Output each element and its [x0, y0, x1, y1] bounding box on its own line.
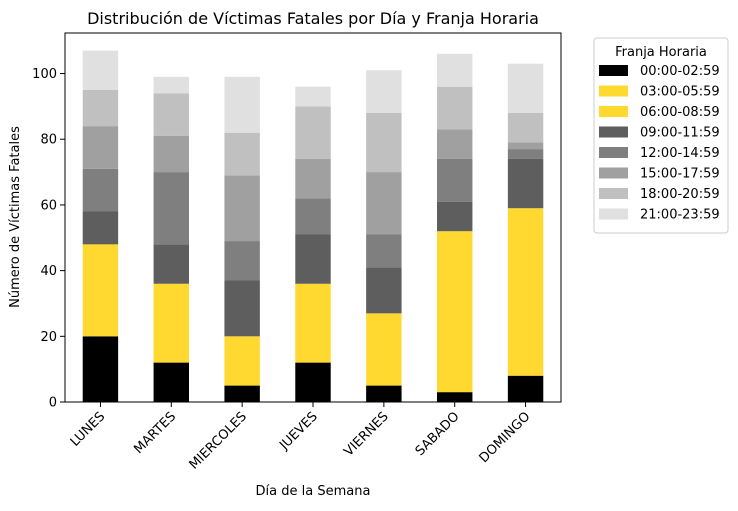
x-axis: LUNES MARTES MIERCOLES JUEVES VIERNES SABADO D…	[68, 402, 534, 473]
x-tick-label: MIERCOLES	[187, 409, 250, 472]
bar-segment	[507, 375, 544, 402]
bar-segment	[295, 198, 331, 235]
bar-segment	[366, 112, 402, 173]
bar-segment	[295, 234, 331, 284]
bar-segment	[82, 126, 119, 169]
bar-segment	[437, 158, 473, 202]
bar-segment	[507, 149, 544, 159]
y-tick-label: 20	[40, 330, 57, 345]
legend-swatch	[599, 106, 628, 117]
bar-segment	[153, 135, 189, 173]
legend-swatch	[599, 208, 628, 220]
bar-segment	[224, 132, 260, 176]
bar-segment	[437, 86, 473, 130]
bar-segment	[82, 211, 119, 245]
bar-segment	[437, 392, 473, 402]
bar-segment	[153, 172, 189, 245]
y-axis: 0 20 40 60 80 100	[32, 67, 65, 411]
bar-segment	[507, 208, 544, 376]
bar-segment	[507, 158, 544, 209]
bar-segment	[366, 385, 402, 402]
legend-swatch	[599, 167, 628, 179]
bar-segment	[82, 89, 119, 127]
bar-segment	[366, 70, 402, 113]
bar-segment	[366, 234, 402, 268]
bar-segment	[507, 142, 544, 150]
bar-segment	[366, 313, 402, 386]
bar-segment	[82, 336, 119, 402]
y-tick-label: 0	[49, 396, 57, 411]
y-axis-label: Número de Víctimas Fatales	[8, 126, 23, 308]
legend-title: Franja Horaria	[615, 45, 707, 60]
bar-segment	[437, 231, 473, 393]
legend-label: 06:00-08:59	[640, 105, 720, 120]
legend-swatch	[599, 65, 628, 76]
legend-swatch	[599, 126, 628, 138]
y-tick-label: 80	[40, 133, 57, 148]
bar-segment	[224, 175, 260, 242]
bars-layer	[82, 50, 544, 402]
bar-segment	[437, 129, 473, 159]
legend-label: 03:00-05:59	[640, 85, 720, 100]
bar-segment	[153, 362, 189, 402]
legend-label: 12:00-14:59	[640, 146, 720, 161]
bar-segment	[437, 53, 473, 87]
bar-segment	[224, 336, 260, 386]
legend-swatch	[599, 188, 628, 199]
bar-segment	[82, 244, 119, 337]
bar-segment	[295, 362, 331, 402]
legend-label: 18:00-20:59	[640, 187, 720, 202]
bar-segment	[153, 244, 189, 284]
bar-segment	[224, 241, 260, 281]
x-tick-label: VIERNES	[341, 409, 391, 459]
y-tick-label: 60	[40, 198, 57, 213]
bar-segment	[295, 158, 331, 199]
legend-label: 09:00-11:59	[640, 126, 720, 141]
x-tick-label: JUEVES	[276, 409, 320, 453]
bar-segment	[366, 172, 402, 235]
bar-segment	[224, 76, 260, 133]
bar-segment	[366, 267, 402, 314]
bar-segment	[507, 112, 544, 143]
bar-segment	[295, 106, 331, 159]
bar-segment	[295, 283, 331, 363]
x-tick-label: MARTES	[131, 409, 179, 457]
legend-items: 00:00-02:59 03:00-05:59 06:00-08:59 09:00-1…	[599, 64, 720, 223]
bar-segment	[437, 201, 473, 232]
x-tick-label: LUNES	[68, 409, 109, 450]
bar-segment	[224, 385, 260, 402]
bar-segment	[153, 76, 189, 94]
chart-title: Distribución de Víctimas Fatales por Día…	[87, 9, 539, 28]
bar-segment	[153, 283, 189, 363]
legend-label: 21:00-23:59	[640, 208, 720, 223]
y-tick-label: 40	[40, 264, 57, 279]
bar-segment	[82, 168, 119, 212]
bar-segment	[507, 63, 544, 113]
legend-label: 15:00-17:59	[640, 167, 720, 182]
x-tick-label: SABADO	[413, 409, 463, 459]
legend-swatch	[599, 147, 628, 158]
legend-swatch	[599, 85, 628, 97]
bar-segment	[295, 86, 331, 107]
y-tick-label: 100	[32, 67, 57, 82]
legend: Franja Horaria 00:00-02:59 03:00-05:59 06:…	[593, 37, 729, 234]
bar-segment	[153, 93, 189, 136]
x-tick-label: DOMINGO	[477, 409, 534, 466]
bar-segment	[224, 280, 260, 337]
legend-label: 00:00-02:59	[640, 64, 720, 79]
bar-segment	[82, 50, 119, 90]
x-axis-label: Día de la Semana	[256, 484, 371, 499]
